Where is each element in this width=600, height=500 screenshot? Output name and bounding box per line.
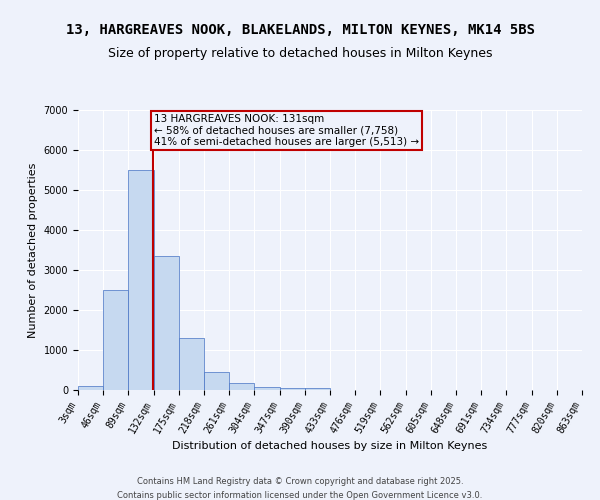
Text: Contains HM Land Registry data © Crown copyright and database right 2025.: Contains HM Land Registry data © Crown c… bbox=[137, 478, 463, 486]
Bar bbox=[128, 170, 154, 390]
Text: 13, HARGREAVES NOOK, BLAKELANDS, MILTON KEYNES, MK14 5BS: 13, HARGREAVES NOOK, BLAKELANDS, MILTON … bbox=[65, 22, 535, 36]
Bar bbox=[204, 372, 229, 390]
Bar bbox=[179, 338, 204, 390]
Text: 13 HARGREAVES NOOK: 131sqm
← 58% of detached houses are smaller (7,758)
41% of s: 13 HARGREAVES NOOK: 131sqm ← 58% of deta… bbox=[154, 114, 419, 147]
Bar bbox=[254, 387, 280, 390]
Bar bbox=[229, 383, 254, 390]
Text: Size of property relative to detached houses in Milton Keynes: Size of property relative to detached ho… bbox=[108, 48, 492, 60]
Bar bbox=[78, 386, 103, 390]
Text: Contains public sector information licensed under the Open Government Licence v3: Contains public sector information licen… bbox=[118, 491, 482, 500]
Bar bbox=[305, 388, 330, 390]
Y-axis label: Number of detached properties: Number of detached properties bbox=[28, 162, 38, 338]
Bar bbox=[280, 388, 305, 390]
Bar bbox=[103, 290, 128, 390]
X-axis label: Distribution of detached houses by size in Milton Keynes: Distribution of detached houses by size … bbox=[172, 441, 488, 451]
Bar bbox=[154, 256, 179, 390]
